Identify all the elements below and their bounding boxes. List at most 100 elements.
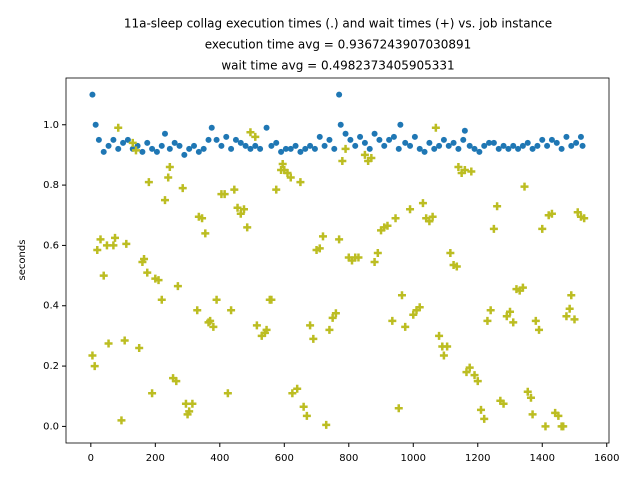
wait-point xyxy=(318,232,327,241)
execution-point xyxy=(100,148,107,155)
execution-point xyxy=(505,145,512,152)
wait-point xyxy=(535,325,544,334)
execution-point xyxy=(208,124,215,131)
execution-point xyxy=(124,136,131,143)
wait-point xyxy=(322,420,331,429)
wait-point xyxy=(470,371,479,380)
wait-point xyxy=(439,351,448,360)
wait-point xyxy=(502,312,511,321)
wait-point xyxy=(99,271,108,280)
execution-point xyxy=(455,145,462,152)
wait-point xyxy=(188,399,197,408)
execution-point xyxy=(397,121,404,128)
wait-point xyxy=(172,377,181,386)
execution-point xyxy=(302,145,309,152)
chart-subtitle: wait time avg = 0.4982373405905331 xyxy=(221,59,454,73)
execution-point xyxy=(181,151,188,158)
execution-point xyxy=(471,145,478,152)
x-tick-label: 1200 xyxy=(465,453,490,464)
execution-point xyxy=(524,139,531,146)
wait-point xyxy=(223,389,232,398)
wait-point xyxy=(528,410,537,419)
execution-point xyxy=(461,127,468,134)
execution-point xyxy=(95,136,102,143)
wait-point xyxy=(341,144,350,153)
wait-point xyxy=(114,123,123,132)
wait-point xyxy=(230,185,239,194)
wait-point xyxy=(409,310,418,319)
execution-point xyxy=(407,142,414,149)
x-tick-label: 800 xyxy=(339,453,358,464)
execution-point xyxy=(247,145,254,152)
x-tick-label: 200 xyxy=(146,453,165,464)
wait-point xyxy=(547,209,556,218)
execution-point xyxy=(579,142,586,149)
execution-point xyxy=(390,133,397,140)
wait-point xyxy=(435,331,444,340)
execution-point xyxy=(431,145,438,152)
wait-point xyxy=(460,166,469,175)
wait-point xyxy=(140,254,149,263)
execution-point xyxy=(426,139,433,146)
execution-point xyxy=(115,145,122,152)
wait-point xyxy=(233,203,242,212)
wait-point xyxy=(251,132,260,141)
execution-point xyxy=(297,148,304,155)
execution-point xyxy=(213,136,220,143)
execution-point xyxy=(386,136,393,143)
x-tick-label: 0 xyxy=(88,453,94,464)
execution-point xyxy=(336,91,343,98)
execution-point xyxy=(573,139,580,146)
wait-point xyxy=(220,190,229,199)
execution-point xyxy=(110,136,117,143)
execution-point xyxy=(153,148,160,155)
wait-point xyxy=(88,351,97,360)
wait-point xyxy=(462,368,471,377)
x-tick-label: 1000 xyxy=(401,453,426,464)
execution-point xyxy=(476,148,483,155)
wait-point xyxy=(117,416,126,425)
execution-point xyxy=(486,139,493,146)
wait-point xyxy=(302,411,311,420)
execution-point xyxy=(548,136,555,143)
wait-point xyxy=(354,253,363,262)
wait-point xyxy=(154,276,163,285)
execution-point xyxy=(347,136,354,143)
x-tick-label: 1600 xyxy=(594,453,619,464)
execution-point xyxy=(139,148,146,155)
wait-point xyxy=(135,343,144,352)
execution-point xyxy=(544,142,551,149)
execution-point xyxy=(326,136,333,143)
execution-point xyxy=(371,130,378,137)
wait-point xyxy=(309,334,318,343)
execution-point xyxy=(402,139,409,146)
wait-point xyxy=(164,173,173,182)
wait-point xyxy=(272,185,281,194)
execution-point xyxy=(89,91,96,98)
wait-point xyxy=(388,316,397,325)
wait-point xyxy=(262,325,271,334)
y-tick-label: 1.0 xyxy=(43,120,59,131)
wait-point xyxy=(120,336,129,345)
execution-point xyxy=(445,142,452,149)
chart-subtitle: execution time avg = 0.9367243907030891 xyxy=(205,38,472,52)
chart-title: 11a-sleep collag execution times (.) and… xyxy=(124,17,552,31)
wait-point xyxy=(331,309,340,318)
wait-point xyxy=(452,262,461,271)
wait-point xyxy=(128,138,137,147)
execution-point xyxy=(568,142,575,149)
execution-point xyxy=(278,148,285,155)
execution-point xyxy=(515,145,522,152)
execution-point xyxy=(366,145,373,152)
wait-point xyxy=(227,306,236,315)
wait-point xyxy=(360,150,369,159)
wait-point xyxy=(526,393,535,402)
wait-point xyxy=(148,389,157,398)
wait-point xyxy=(391,214,400,223)
wait-point xyxy=(328,313,337,322)
execution-point xyxy=(263,124,270,131)
execution-point xyxy=(416,145,423,152)
wait-point xyxy=(373,248,382,257)
execution-point xyxy=(495,145,502,152)
execution-point xyxy=(361,139,368,146)
